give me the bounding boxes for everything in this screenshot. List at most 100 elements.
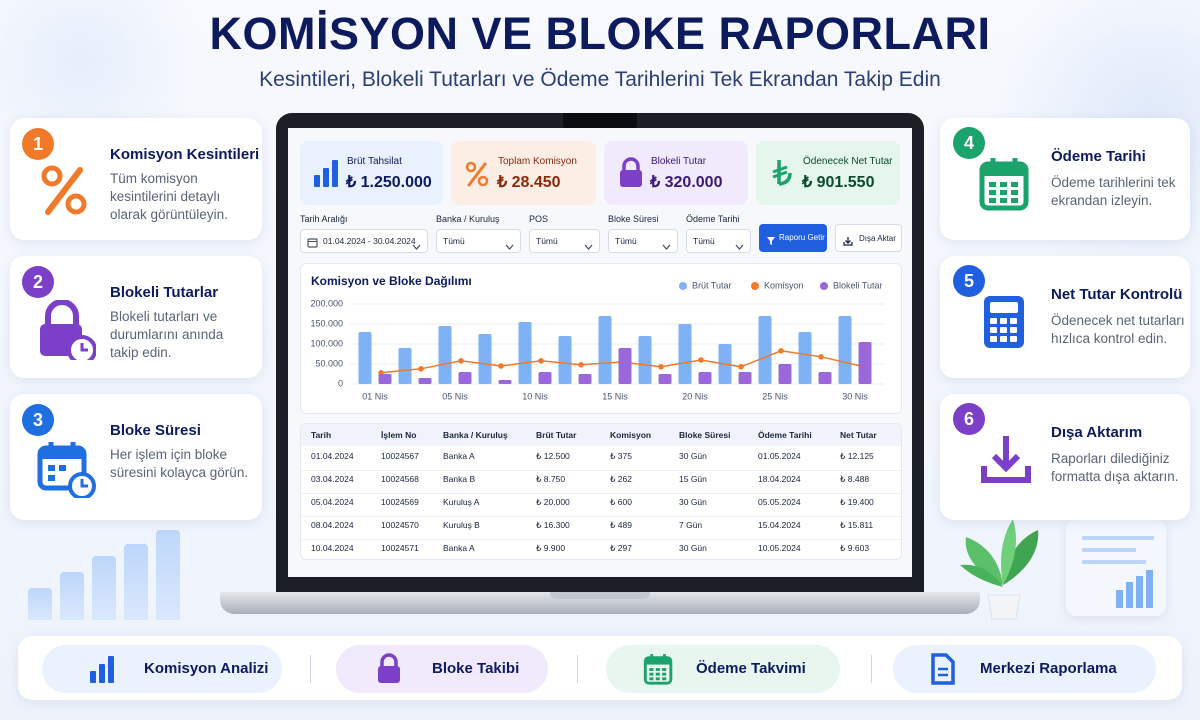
feature-title: Net Tutar Kontrolü	[1051, 286, 1183, 303]
bar	[638, 336, 652, 384]
line-point	[458, 358, 464, 364]
icon-part	[378, 653, 400, 683]
icon-part	[90, 671, 96, 683]
table-header: Banka / Kuruluş	[443, 430, 508, 440]
icon-part	[655, 668, 660, 671]
kpi-value: ₺ 320.000	[650, 174, 723, 191]
table-cell: ₺ 262	[610, 474, 632, 484]
feature-number: 1	[22, 128, 54, 160]
table-cell: 15 Gün	[679, 474, 707, 484]
decor-bar	[124, 544, 148, 620]
table-cell: 10024567	[381, 451, 419, 461]
table-cell: Banka A	[443, 451, 475, 461]
legend-label: Brüt Tutar	[692, 280, 732, 290]
bar	[358, 332, 372, 384]
icon-part	[1011, 190, 1018, 195]
laptop-notch	[563, 113, 637, 132]
bar	[678, 324, 692, 384]
row-divider	[301, 493, 901, 494]
icon-part	[467, 162, 487, 187]
legend-swatch	[820, 282, 828, 290]
bottom-label: Ödeme Takvimi	[696, 660, 806, 677]
table-cell: 30 Gün	[679, 543, 707, 553]
icon-part	[649, 672, 654, 676]
icon-part	[80, 479, 88, 488]
icon-part	[108, 656, 114, 683]
table-cell: 10.05.2024	[758, 543, 801, 553]
bar	[738, 372, 752, 384]
icon-part	[960, 519, 1039, 620]
icon-part	[662, 677, 667, 681]
bar	[858, 342, 872, 384]
filter-label: Bloke Süresi	[608, 214, 659, 224]
icon-part	[981, 466, 1031, 483]
bottom-icon	[643, 653, 673, 688]
icon-part	[649, 677, 654, 681]
icon-part	[1136, 576, 1143, 608]
filter-select[interactable]: Tümü	[436, 229, 521, 253]
feature-number: 5	[953, 265, 985, 297]
filter-select[interactable]: Tümü	[529, 229, 600, 253]
bottom-icon	[88, 653, 118, 690]
icon-part	[772, 170, 788, 179]
laptop-base	[220, 592, 980, 614]
table-cell: ₺ 375	[610, 451, 632, 461]
bottom-icon	[374, 653, 404, 690]
icon-part	[649, 668, 654, 671]
table-cell: ₺ 600	[610, 497, 632, 507]
icon-part	[1003, 530, 1039, 585]
table-header-bg	[301, 424, 901, 446]
table-cell: Banka A	[443, 543, 475, 553]
icon-part	[622, 157, 640, 171]
icon-part	[990, 336, 997, 342]
bar	[798, 332, 812, 384]
date-icon	[307, 235, 318, 253]
table-cell: 03.04.2024	[311, 474, 354, 484]
icon-part	[772, 165, 788, 174]
filter-select[interactable]: 01.04.2024 - 30.04.2024	[300, 229, 428, 253]
secondary-button[interactable]: Dışa Aktar	[835, 224, 902, 252]
decor-bar	[92, 556, 116, 620]
bar	[838, 316, 852, 384]
table-cell: ₺ 12.125	[840, 451, 874, 461]
icon-part	[1000, 327, 1007, 333]
chart: Komisyon ve Bloke Dağılımı 0 50.000 100.000…	[310, 274, 885, 401]
icon-part	[655, 672, 660, 676]
icon-part	[1000, 318, 1007, 324]
bar	[778, 364, 792, 384]
icon-part	[40, 448, 84, 459]
icon-part	[620, 170, 642, 187]
table-cell: ₺ 20.000	[536, 497, 570, 507]
filter-value: Tümü	[443, 236, 465, 246]
icon-part	[378, 666, 400, 683]
filter-select[interactable]: Tümü	[686, 229, 751, 253]
table-cell: 05.04.2024	[311, 497, 354, 507]
icon-part	[767, 237, 775, 245]
bottom-pill	[42, 645, 282, 693]
bar	[478, 334, 492, 384]
table-cell: ₺ 15.811	[840, 520, 874, 530]
bar	[398, 348, 412, 384]
table-cell: ₺ 8.750	[536, 474, 566, 484]
icon-part	[989, 182, 996, 187]
x-tick-label: 25 Nis	[762, 391, 788, 401]
icon-part	[845, 240, 851, 244]
feature-text: Ödenecek net tutarları hızlıca kontrol e…	[1051, 313, 1185, 346]
icon-part	[65, 193, 87, 215]
table-cell: 10024571	[381, 543, 419, 553]
table-cell: ₺ 489	[610, 520, 632, 530]
table-header: Brüt Tutar	[536, 430, 577, 440]
bar	[378, 374, 392, 384]
table-cell: ₺ 16.300	[536, 520, 570, 530]
icon-part	[990, 302, 1018, 313]
table-cell: ₺ 297	[610, 543, 632, 553]
feature-text: Her işlem için bloke süresini kolayca gö…	[110, 447, 249, 480]
icon-part	[307, 238, 318, 248]
select-chevron	[584, 237, 593, 255]
icon-part	[412, 244, 421, 250]
x-tick-label: 15 Nis	[602, 391, 628, 401]
icon-part	[620, 157, 642, 187]
page-title: KOMİSYON VE BLOKE RAPORLARI	[209, 8, 991, 59]
icon-part	[41, 165, 63, 187]
kpi-icon	[312, 157, 342, 194]
